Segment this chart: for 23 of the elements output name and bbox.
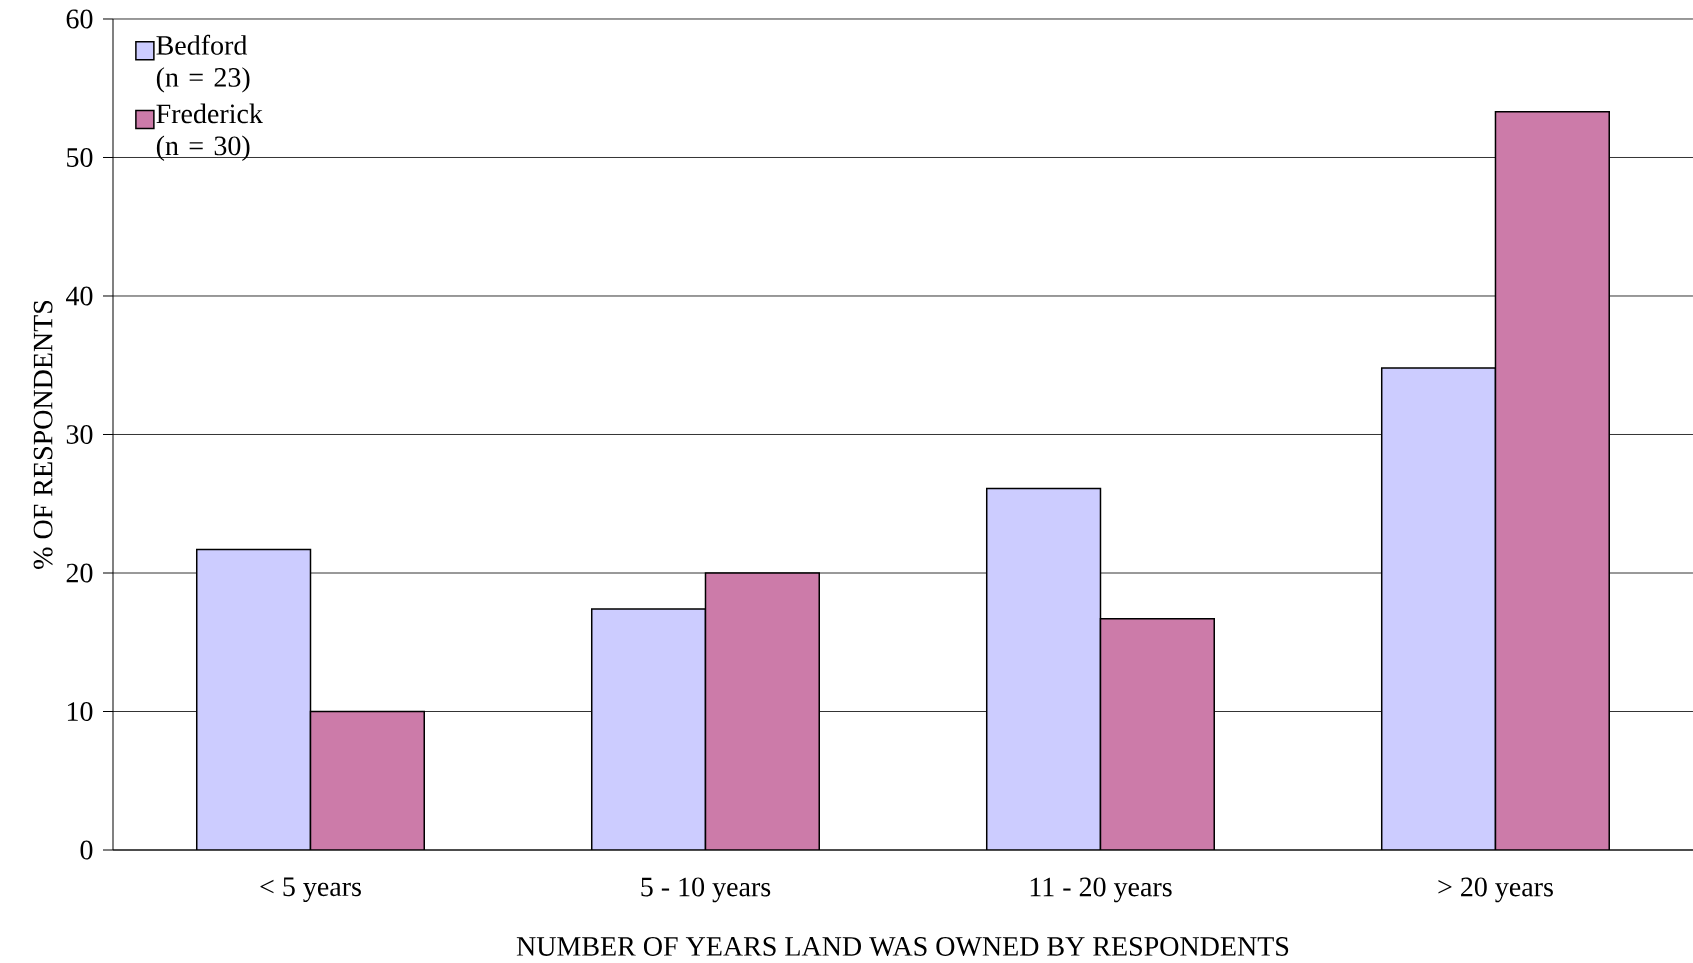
bar	[1494, 111, 1610, 850]
bar	[309, 710, 425, 850]
bar	[590, 608, 707, 850]
x-tick-label: > 20 years	[1438, 877, 1553, 903]
y-tick-label: 20	[66, 563, 93, 583]
bar	[1099, 617, 1215, 850]
legend-label: Frederick (n = 30)	[156, 103, 263, 161]
y-tick-label: 50	[67, 148, 93, 167]
y-tick-label: 30	[66, 425, 93, 444]
x-axis-title: NUMBER OF YEARS LAND WAS OWNED BY RESPONDENTS	[516, 937, 1289, 957]
bar	[195, 548, 312, 850]
y-tick-label: 10	[67, 702, 93, 721]
x-tick-label: 11 - 20 years	[1030, 877, 1172, 903]
x-tick-label: 5 - 10 years	[641, 877, 771, 903]
y-tick-label: 40	[66, 286, 93, 306]
y-axis-title: % OF RESPONDENTS	[33, 300, 53, 569]
x-tick-label: < 5 years	[260, 877, 361, 902]
bar	[704, 572, 820, 850]
legend-label: Bedford (n = 23)	[156, 34, 250, 93]
bar	[985, 487, 1102, 850]
y-tick-label: 0	[80, 840, 93, 860]
y-tick-label: 60	[66, 9, 93, 29]
bar	[1380, 367, 1497, 850]
